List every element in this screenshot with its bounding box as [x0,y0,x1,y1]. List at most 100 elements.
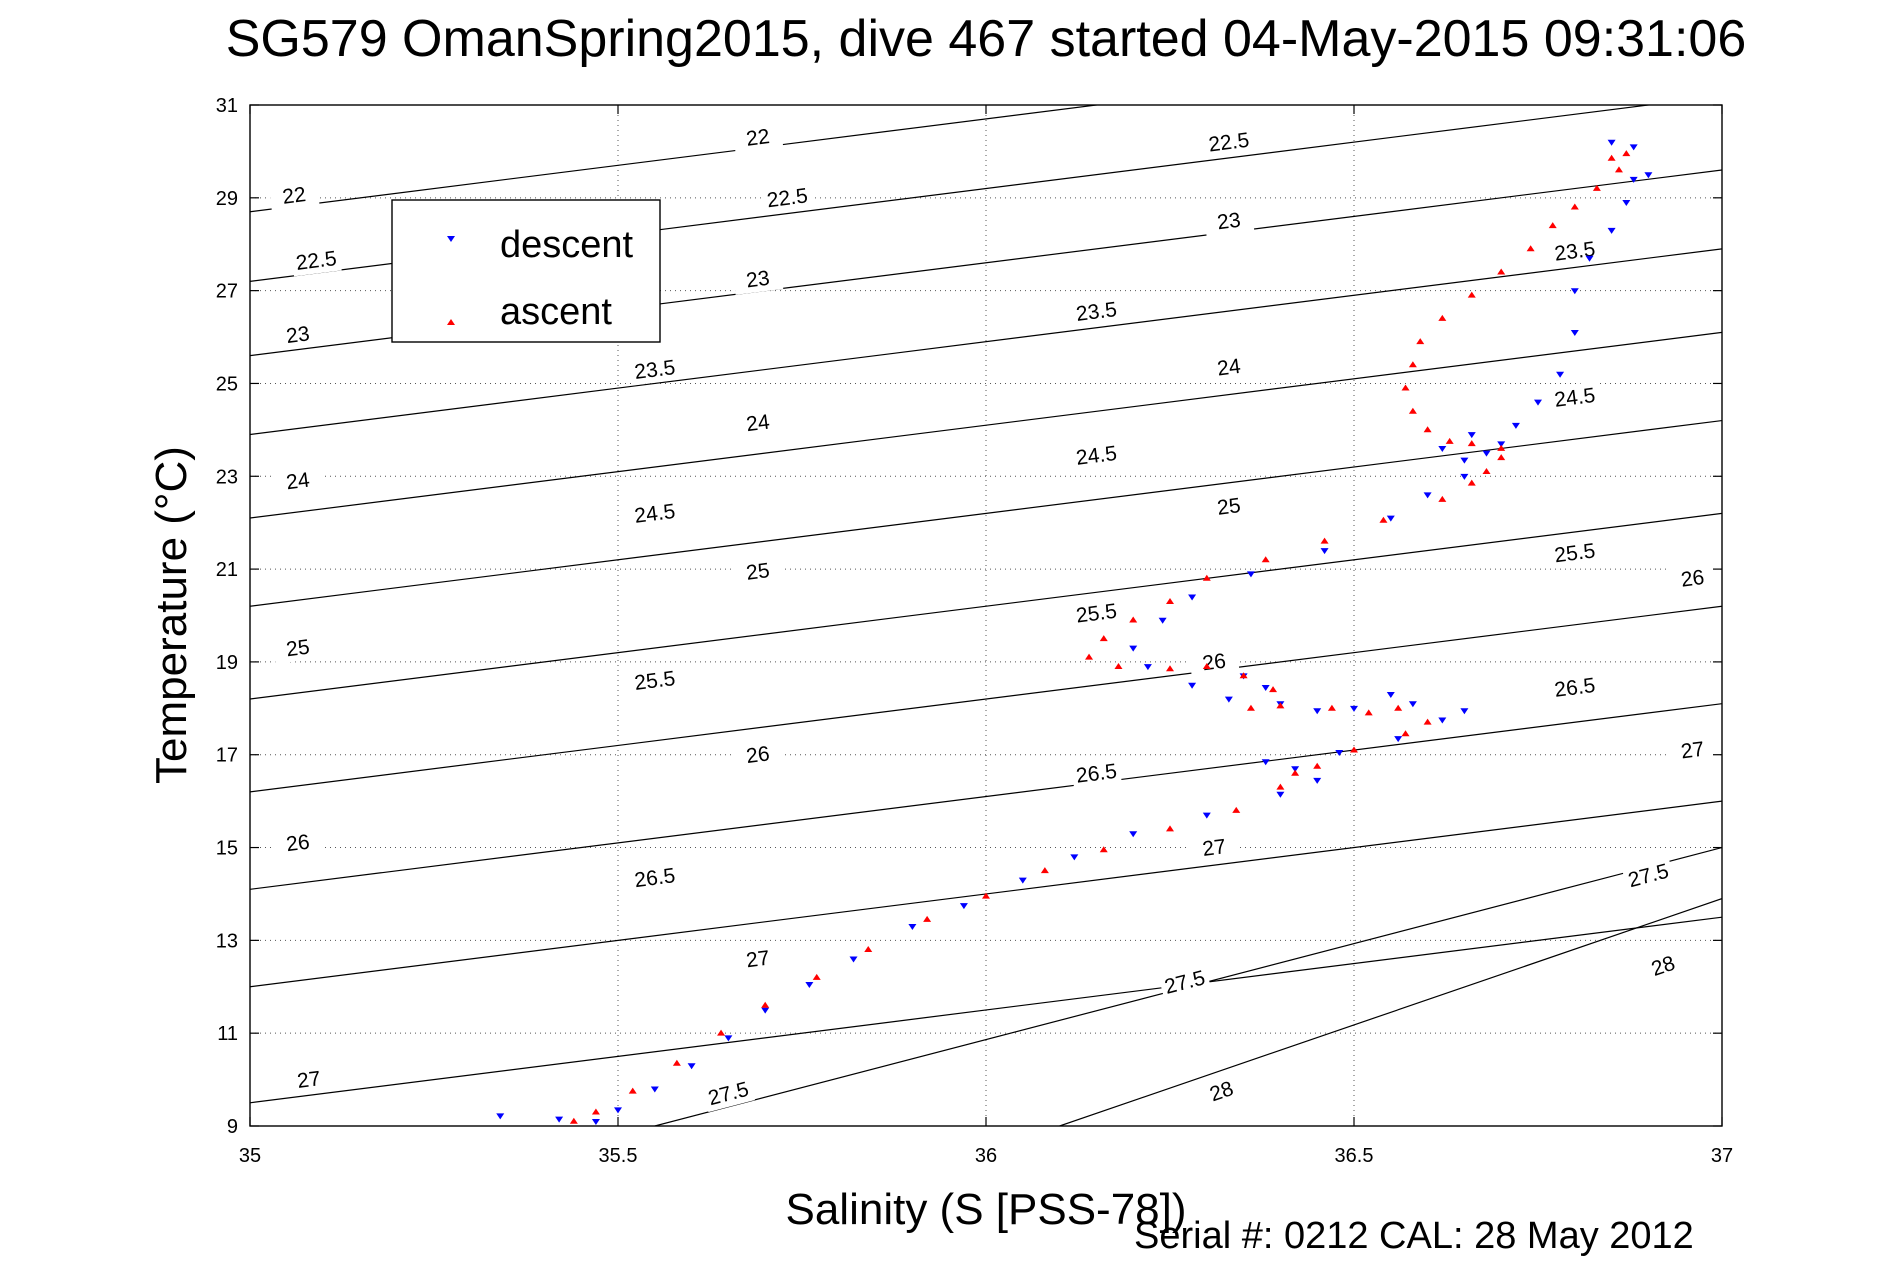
legend-descent-marker [447,236,455,242]
ascent-point [1570,203,1579,210]
contour-line [250,419,1722,607]
y-tick-label: 23 [216,466,238,488]
descent-point [849,956,858,963]
x-tick-label: 37 [1711,1145,1733,1167]
contour-label: 22.5 [1207,129,1250,157]
ascent-point [1276,702,1285,709]
ascent-point [1401,730,1410,737]
contour-label-bg [1188,646,1240,678]
descent-point [1497,441,1506,448]
descent-point [1261,685,1270,692]
ascent-point [982,892,990,899]
contour-label-bg [283,1063,335,1096]
contour-label-bg [1549,536,1601,569]
contour-label: 26.5 [1553,674,1596,702]
ascent-point [1622,150,1631,157]
descent-point [1261,759,1270,766]
descent-point [1394,736,1403,743]
ascent-point [1438,314,1447,321]
contour-label: 27 [745,947,771,973]
ascent-point [1438,495,1447,502]
contour-label: 22.5 [295,247,338,275]
contour-label-bg [732,407,784,439]
ascent-point [1099,635,1108,642]
contour-label-bg [701,1074,755,1113]
descent-point [1188,682,1197,689]
ascent-point [1497,444,1506,451]
contour-line [250,512,1722,700]
descent-point [1460,457,1469,464]
ascent-point [1114,662,1123,669]
descent-point [1313,708,1322,715]
contour-label: 26.5 [633,864,676,892]
descent-point [1629,176,1638,183]
contour-label-bg [272,465,324,497]
y-tick-label: 31 [216,95,238,117]
descent-point [1313,777,1322,784]
contour-line [250,916,1722,1104]
contour-label-bg [761,181,813,214]
contour-label-bg [1667,734,1718,766]
descent-point [724,1035,733,1042]
y-tick-label: 27 [216,281,238,303]
descent-point [1460,708,1469,715]
ascent-point [1276,783,1285,790]
ascent-point [1379,516,1388,523]
contour-label-bg [1070,439,1122,472]
ascent-point [1327,704,1336,711]
ascent-point [1040,867,1049,874]
y-tick-label: 19 [216,652,238,674]
ascent-point [761,1001,770,1008]
descent-point [1129,831,1138,838]
ascent-point [1526,245,1535,252]
contour-label-bg [1621,856,1675,895]
contour-label: 27 [296,1067,322,1093]
contour-line [250,105,1102,213]
ascent-point [1269,686,1278,693]
descent-point [650,1086,659,1093]
descent-point [591,1118,600,1125]
serial-cal-note: Serial #: 0212 CAL: 28 May 2012 [1134,1215,1694,1257]
descent-point [1246,571,1255,578]
ascent-point [1166,825,1174,832]
descent-point [1482,450,1491,457]
contour-label: 26 [1201,650,1227,676]
descent-point [1607,227,1616,234]
descent-point [1644,172,1653,179]
ascent-point [1607,154,1616,161]
contour-label-bg [732,943,784,975]
ascent-point [1445,437,1454,444]
contour-label-bg [290,244,342,277]
descent-point [1320,548,1329,555]
ascent-point [1408,407,1417,414]
y-tick-label: 21 [216,559,238,581]
y-tick-label: 11 [217,1023,238,1045]
contour-label: 26.5 [1075,760,1118,788]
descent-point [1335,750,1344,757]
descent-point [1629,144,1638,151]
descent-point [908,924,917,931]
descent-point [1570,330,1579,337]
contour-label-bg [1188,831,1240,864]
contour-label-bg [1203,205,1255,237]
contour-label: 25 [285,636,311,662]
contour-label-bg [629,497,681,530]
contour-label: 24 [745,410,771,436]
ascent-point [569,1117,578,1124]
descent-point [959,903,968,910]
contour-line [250,248,1722,436]
descent-point [687,1063,696,1070]
ascent-point [1320,537,1329,544]
contour-label-bg [1203,490,1255,523]
contour-label: 22 [281,183,307,209]
contour-label: 26 [1680,566,1706,592]
ascent-point [1467,440,1476,447]
descent-point [1438,446,1447,453]
ascent-point [1313,762,1322,769]
contour-label-bg [732,738,784,771]
contour-label: 23 [745,267,771,293]
ascent-point [1239,672,1248,679]
ascent-point [1592,184,1601,191]
ascent-point [1497,268,1506,275]
contour-label-bg [1070,295,1122,328]
